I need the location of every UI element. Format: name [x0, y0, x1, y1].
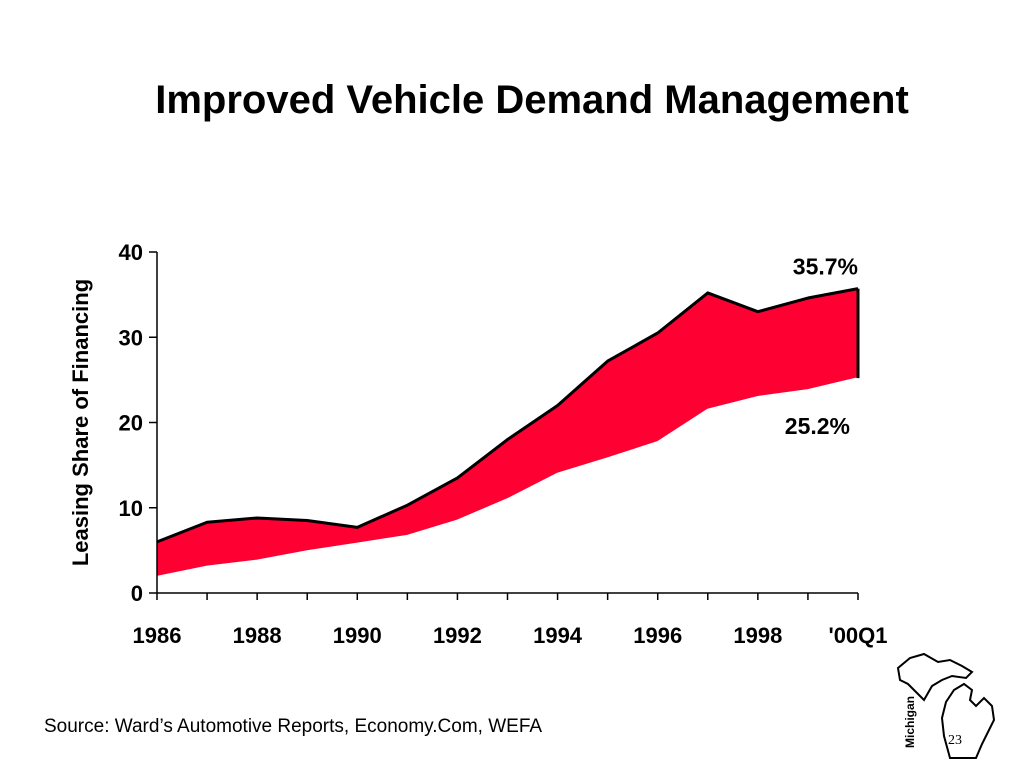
x-tick-label: 1994: [533, 623, 583, 648]
x-tick-label: 1988: [233, 623, 282, 648]
y-axis-label: Leasing Share of Financing: [68, 279, 93, 566]
plot-area: 0 10 20 30 40 1986 1988 1990 1992 1994 1996 1998 '00…: [68, 240, 888, 648]
y-tick-label: 0: [131, 581, 143, 606]
michigan-map-icon: Michigan 23: [896, 652, 996, 759]
y-tick-label: 40: [119, 240, 143, 265]
y-tick-label: 30: [119, 325, 143, 350]
y-tick-label: 10: [119, 496, 143, 521]
x-tick-label: 1996: [633, 623, 682, 648]
x-tick-label: 1998: [733, 623, 782, 648]
upper-end-annotation: 35.7%: [793, 254, 858, 280]
x-tick-label: 1990: [333, 623, 382, 648]
page-number: 23: [948, 733, 962, 748]
leasing-band-area: [157, 288, 858, 577]
source-note: Source: Ward’s Automotive Reports, Econo…: [44, 716, 543, 737]
michigan-logo-label: Michigan: [903, 696, 917, 748]
y-tick-label: 20: [119, 411, 143, 436]
x-tick-label: 1986: [133, 623, 182, 648]
lower-end-annotation: 25.2%: [785, 413, 850, 439]
slide-title: Improved Vehicle Demand Management: [155, 78, 909, 122]
x-tick-label: 1992: [433, 623, 482, 648]
x-tick-label: '00Q1: [828, 623, 887, 648]
